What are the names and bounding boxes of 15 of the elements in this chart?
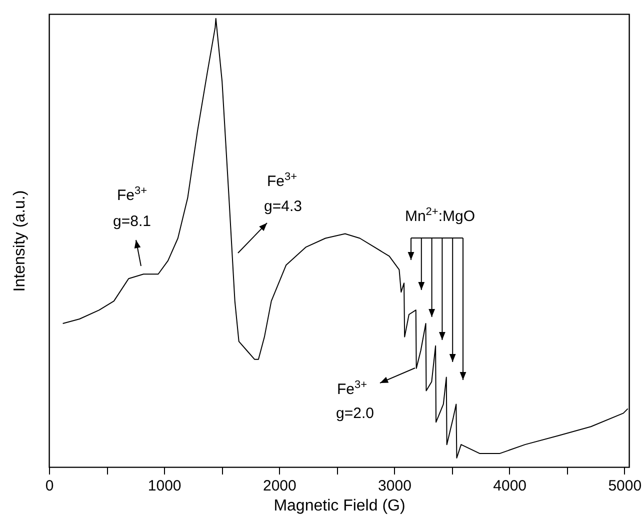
annotation: g=2.0 bbox=[336, 405, 374, 422]
x-tick-label: 2000 bbox=[262, 478, 296, 494]
x-tick-label: 1000 bbox=[148, 478, 182, 494]
x-axis-title: Magnetic Field (G) bbox=[274, 498, 406, 514]
x-tick-label: 5000 bbox=[608, 478, 642, 494]
annotation: Mn$^{2+}$:MgO bbox=[404, 206, 476, 225]
x-tick-label: 4000 bbox=[493, 478, 527, 494]
x-tick-label: 3000 bbox=[378, 478, 412, 494]
annotation: Fe$^{3+}$ bbox=[116, 185, 148, 204]
annotation: g=4.3 bbox=[264, 198, 302, 215]
y-axis-title: Intensity (a.u.) bbox=[12, 190, 28, 292]
annotation: Fe$^{3+}$ bbox=[266, 171, 298, 190]
annotation: g=8.1 bbox=[113, 213, 151, 230]
annotation: Fe$^{3+}$ bbox=[336, 379, 368, 398]
x-tick-label: 0 bbox=[45, 478, 54, 494]
